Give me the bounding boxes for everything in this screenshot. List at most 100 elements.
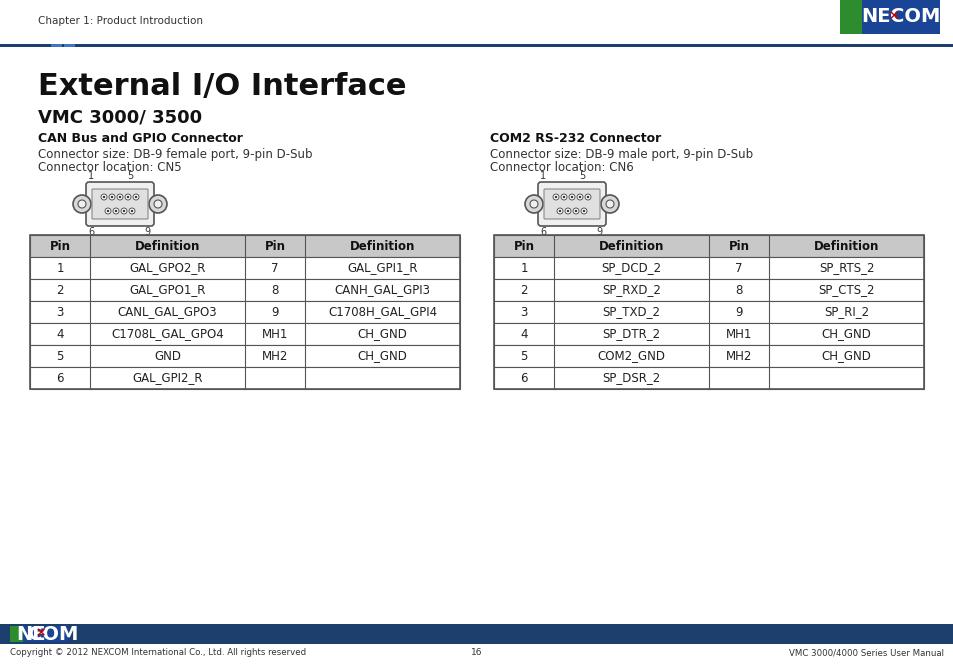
Text: CAN Bus and GPIO Connector: CAN Bus and GPIO Connector — [38, 132, 243, 145]
Bar — [494, 323, 923, 345]
Bar — [494, 301, 923, 323]
Circle shape — [582, 210, 584, 212]
Text: 9: 9 — [596, 227, 601, 237]
Circle shape — [580, 208, 586, 214]
Text: 8: 8 — [271, 284, 278, 296]
Text: COM: COM — [889, 7, 940, 26]
Circle shape — [558, 210, 560, 212]
Bar — [494, 367, 923, 389]
Text: 5: 5 — [578, 171, 584, 181]
Text: SP_RXD_2: SP_RXD_2 — [601, 284, 660, 296]
Circle shape — [78, 200, 86, 208]
Text: COM2 RS-232 Connector: COM2 RS-232 Connector — [490, 132, 660, 145]
Text: 5: 5 — [520, 349, 527, 362]
Text: ×: × — [887, 9, 898, 22]
Circle shape — [132, 194, 139, 200]
Text: 2: 2 — [519, 284, 527, 296]
Bar — [0, 624, 953, 644]
Text: C1708L_GAL_GPO4: C1708L_GAL_GPO4 — [112, 327, 224, 341]
Text: 3: 3 — [520, 306, 527, 319]
Circle shape — [600, 195, 618, 213]
Circle shape — [103, 196, 105, 198]
Text: SP_CTS_2: SP_CTS_2 — [818, 284, 874, 296]
Circle shape — [564, 208, 571, 214]
Circle shape — [586, 196, 589, 198]
Text: MH2: MH2 — [725, 349, 752, 362]
Text: Pin: Pin — [50, 239, 71, 253]
Circle shape — [562, 196, 564, 198]
Bar — [10, 626, 23, 642]
Text: GND: GND — [154, 349, 181, 362]
Bar — [494, 235, 923, 389]
Text: 1: 1 — [88, 171, 94, 181]
Circle shape — [605, 200, 614, 208]
Circle shape — [568, 194, 575, 200]
Text: COM: COM — [29, 624, 78, 644]
Bar — [51, 44, 62, 47]
Circle shape — [530, 200, 537, 208]
FancyBboxPatch shape — [543, 189, 599, 219]
Text: CH_GND: CH_GND — [357, 327, 407, 341]
Circle shape — [105, 208, 111, 214]
Bar — [38, 44, 49, 47]
Text: 1: 1 — [56, 261, 64, 274]
FancyBboxPatch shape — [91, 189, 148, 219]
Bar — [0, 44, 953, 47]
Text: Pin: Pin — [264, 239, 285, 253]
Circle shape — [524, 195, 542, 213]
Text: Chapter 1: Product Introduction: Chapter 1: Product Introduction — [38, 16, 203, 26]
Text: 8: 8 — [735, 284, 742, 296]
Text: 1: 1 — [539, 171, 545, 181]
Text: CH_GND: CH_GND — [357, 349, 407, 362]
Bar — [30, 301, 459, 323]
Text: 6: 6 — [88, 227, 94, 237]
Text: 6: 6 — [519, 372, 527, 384]
Text: 7: 7 — [735, 261, 742, 274]
Text: CH_GND: CH_GND — [821, 327, 871, 341]
Circle shape — [121, 208, 127, 214]
Bar — [494, 345, 923, 367]
Bar — [30, 367, 459, 389]
Text: 6: 6 — [539, 227, 545, 237]
Text: MH1: MH1 — [262, 327, 288, 341]
Text: GAL_GPO1_R: GAL_GPO1_R — [130, 284, 206, 296]
Circle shape — [131, 210, 133, 212]
Text: 4: 4 — [56, 327, 64, 341]
Circle shape — [109, 194, 115, 200]
Circle shape — [153, 200, 162, 208]
Circle shape — [557, 208, 562, 214]
Circle shape — [114, 210, 117, 212]
Bar — [64, 44, 75, 47]
Text: 3: 3 — [56, 306, 64, 319]
Text: Connector location: CN5: Connector location: CN5 — [38, 161, 181, 174]
Circle shape — [573, 208, 578, 214]
Bar — [30, 323, 459, 345]
Circle shape — [119, 196, 121, 198]
Text: GAL_GPI1_R: GAL_GPI1_R — [347, 261, 417, 274]
Text: 5: 5 — [127, 171, 133, 181]
Text: Definition: Definition — [813, 239, 879, 253]
Text: GAL_GPI2_R: GAL_GPI2_R — [132, 372, 203, 384]
Bar — [494, 257, 923, 279]
Text: NE: NE — [861, 7, 890, 26]
Bar — [840, 0, 939, 34]
Text: VMC 3000/4000 Series User Manual: VMC 3000/4000 Series User Manual — [788, 648, 943, 657]
Text: VMC 3000/ 3500: VMC 3000/ 3500 — [38, 109, 202, 127]
Text: SP_RI_2: SP_RI_2 — [823, 306, 868, 319]
Circle shape — [149, 195, 167, 213]
Circle shape — [553, 194, 558, 200]
Text: 9: 9 — [144, 227, 150, 237]
Circle shape — [117, 194, 123, 200]
Text: Definition: Definition — [134, 239, 200, 253]
Text: 1: 1 — [519, 261, 527, 274]
Text: 2: 2 — [56, 284, 64, 296]
Text: 6: 6 — [56, 372, 64, 384]
Bar — [30, 279, 459, 301]
Text: Pin: Pin — [513, 239, 534, 253]
Circle shape — [123, 210, 125, 212]
Text: COM2_GND: COM2_GND — [597, 349, 665, 362]
Text: MH2: MH2 — [262, 349, 288, 362]
Text: External I/O Interface: External I/O Interface — [38, 72, 406, 101]
Text: SP_RTS_2: SP_RTS_2 — [818, 261, 874, 274]
Text: SP_DTR_2: SP_DTR_2 — [602, 327, 660, 341]
